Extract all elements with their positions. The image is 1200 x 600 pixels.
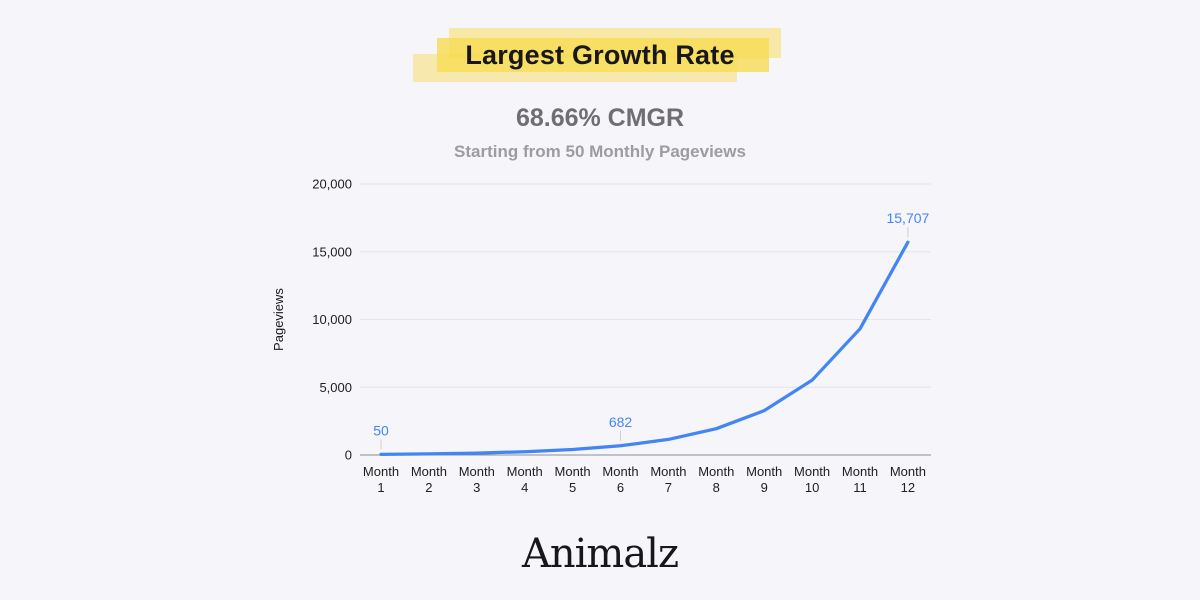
y-tick-label: 0 <box>345 448 352 463</box>
title-row: Largest Growth Rate <box>0 28 1200 82</box>
page-title: Largest Growth Rate <box>465 40 735 70</box>
highlighter-stroke-main <box>437 38 769 72</box>
animalz-logo: Animalz <box>521 531 679 577</box>
x-tick-label: Month 5 <box>555 464 591 495</box>
y-tick-label: 15,000 <box>312 244 352 259</box>
x-tick-label: Month 4 <box>507 464 543 495</box>
y-tick-label: 5,000 <box>319 380 352 395</box>
x-tick-label: Month 11 <box>842 464 878 495</box>
x-tick-label: Month 9 <box>746 464 782 495</box>
data-point-label: 15,707 <box>886 210 929 226</box>
y-tick-label: 10,000 <box>312 312 352 327</box>
x-tick-label: Month 3 <box>459 464 495 495</box>
x-tick-label: Month 6 <box>602 464 638 495</box>
growth-line <box>379 240 910 456</box>
x-tick-label: Month 10 <box>794 464 830 495</box>
data-point-label: 50 <box>373 422 389 438</box>
highlighted-title: Largest Growth Rate <box>413 28 781 82</box>
line-chart: 0 5,000 10,000 15,000 20,000 Month 1 Month 2 Mont… <box>271 177 931 495</box>
x-tick-label: Month 7 <box>650 464 686 495</box>
data-point-label: 682 <box>609 414 633 430</box>
x-tick-label: Month 1 <box>363 464 399 495</box>
x-tick-label: Month 2 <box>411 464 447 495</box>
y-tick-label: 20,000 <box>312 177 352 192</box>
x-tick-label: Month 12 <box>890 464 926 495</box>
y-axis-title: Pageviews <box>271 288 286 351</box>
chart-subtitle: Starting from 50 Monthly Pageviews <box>454 142 746 161</box>
chart-title-cmgr: 68.66% CMGR <box>515 104 685 132</box>
x-tick-label: Month 8 <box>698 464 734 495</box>
